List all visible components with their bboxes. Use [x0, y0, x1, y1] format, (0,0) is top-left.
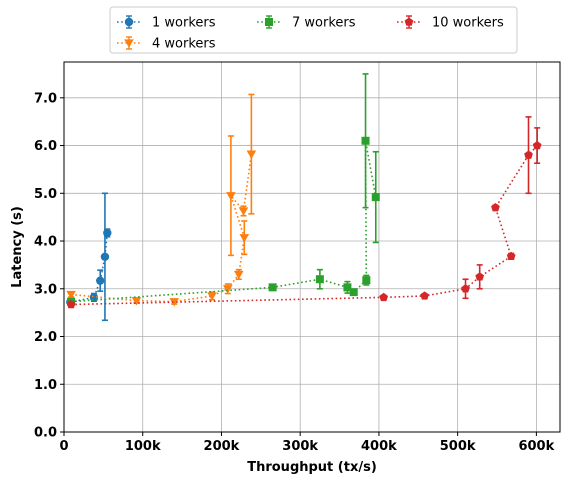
x-tick-label: 500k — [440, 439, 476, 454]
data-point — [222, 285, 233, 294]
series-3 — [67, 73, 380, 306]
y-tick-label: 7.0 — [34, 91, 57, 106]
legend-label: 4 workers — [152, 37, 216, 52]
x-tick-label: 100k — [125, 439, 161, 454]
data-point — [461, 284, 470, 293]
y-tick-label: 2.0 — [34, 330, 57, 345]
data-point — [371, 193, 380, 202]
legend-item: 1 workers — [117, 15, 216, 31]
legend-item: 7 workers — [257, 15, 356, 31]
data-point — [475, 272, 485, 281]
data-point — [343, 283, 352, 292]
y-tick-label: 6.0 — [34, 139, 57, 154]
y-tick-label: 4.0 — [34, 235, 57, 250]
y-tick-label: 0.0 — [34, 426, 57, 441]
data-point — [131, 297, 142, 306]
axis-ticks: 0 100k 200k 300k 400k 500k 600k 0.0 1.0 2.0 3.0 4.0… — [34, 91, 555, 454]
data-point — [66, 299, 76, 309]
series-2 — [66, 93, 257, 307]
data-point — [491, 203, 500, 212]
data-point — [532, 140, 542, 150]
data-point — [362, 276, 371, 285]
series-line — [71, 140, 377, 303]
y-axis-label: Latency (s) — [10, 206, 25, 288]
plot-frame — [63, 61, 561, 433]
y-tick-label: 3.0 — [34, 282, 57, 297]
data-point — [239, 234, 250, 243]
data-point — [524, 150, 533, 159]
data-point — [238, 207, 249, 216]
data-point — [349, 288, 358, 297]
x-tick-label: 600k — [518, 439, 554, 454]
x-tick-label: 300k — [282, 439, 318, 454]
y-tick-label: 1.0 — [34, 378, 57, 393]
legend-label: 10 workers — [432, 16, 504, 31]
data-point — [268, 283, 277, 292]
legend-marker — [265, 18, 273, 26]
data-point — [315, 275, 324, 284]
x-tick-label: 400k — [361, 439, 397, 454]
legend-marker — [124, 39, 134, 48]
y-tick-label: 5.0 — [34, 187, 57, 202]
legend-marker — [404, 17, 414, 26]
data-point — [506, 251, 516, 261]
data-point — [379, 292, 389, 302]
legend: 1 workers 4 workers 7 workers 10 workers — [109, 6, 518, 54]
data-point — [103, 228, 112, 238]
legend-item: 4 workers — [117, 36, 216, 52]
data-point — [420, 291, 429, 300]
x-axis-label: Throughput (tx/s) — [247, 460, 377, 475]
data-point — [246, 150, 257, 159]
data-point — [361, 136, 370, 145]
data-point — [89, 293, 99, 302]
data-point — [169, 298, 180, 307]
data-point — [207, 292, 217, 301]
data-point — [226, 192, 236, 201]
x-tick-label: 0 — [59, 439, 68, 454]
legend-label: 1 workers — [152, 16, 216, 31]
x-tick-label: 200k — [204, 439, 240, 454]
legend-label: 7 workers — [292, 16, 356, 31]
data-point — [66, 290, 76, 300]
data-point — [100, 252, 110, 261]
plot-series — [66, 73, 542, 322]
series-line — [71, 154, 253, 303]
legend-box — [109, 6, 518, 54]
series-line — [71, 145, 538, 306]
legend-item: 10 workers — [397, 15, 504, 31]
grid — [63, 62, 560, 433]
series-4 — [66, 116, 542, 309]
data-point — [233, 270, 244, 280]
legend-marker — [124, 17, 134, 27]
data-point — [96, 276, 105, 285]
